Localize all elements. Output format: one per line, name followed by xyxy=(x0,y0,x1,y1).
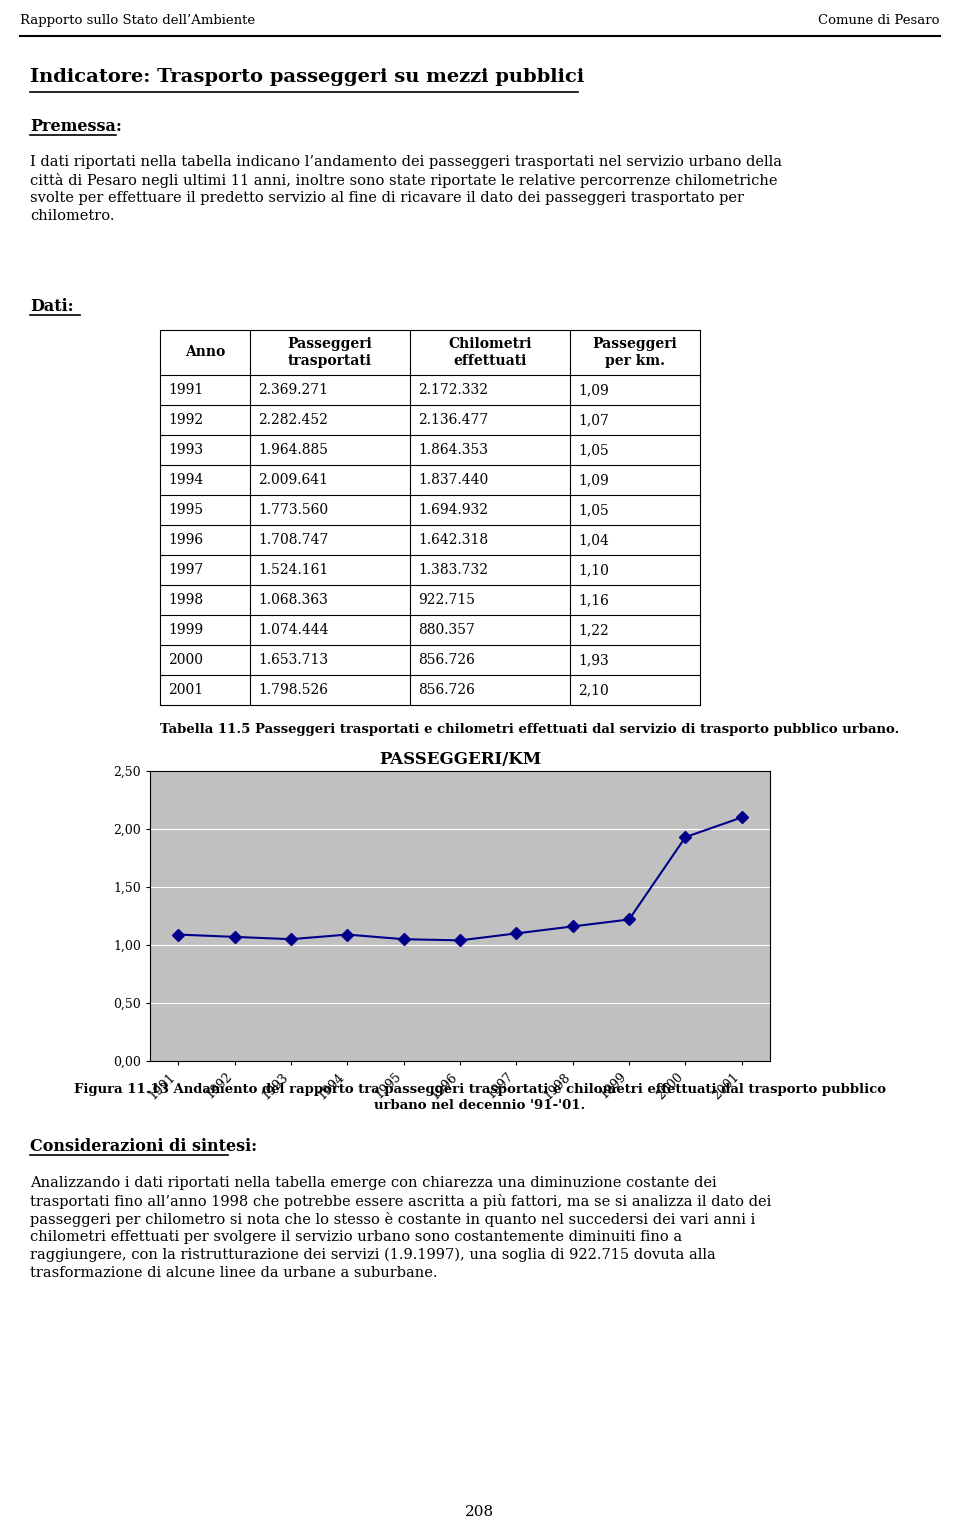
Text: 1,22: 1,22 xyxy=(578,623,609,637)
Text: 1.708.747: 1.708.747 xyxy=(258,533,328,547)
Text: Passeggeri
trasportati: Passeggeri trasportati xyxy=(288,337,372,367)
Text: 1,09: 1,09 xyxy=(578,472,609,488)
Text: Rapporto sullo Stato dell’Ambiente: Rapporto sullo Stato dell’Ambiente xyxy=(20,14,255,27)
Title: PASSEGGERI/KM: PASSEGGERI/KM xyxy=(379,751,541,768)
Text: 1995: 1995 xyxy=(168,503,204,517)
Text: svolte per effettuare il predetto servizio al fine di ricavare il dato dei passe: svolte per effettuare il predetto serviz… xyxy=(30,190,744,206)
Text: 2000: 2000 xyxy=(168,652,203,668)
Text: 1,10: 1,10 xyxy=(578,562,609,578)
Text: 1,04: 1,04 xyxy=(578,533,609,547)
Text: 1.642.318: 1.642.318 xyxy=(418,533,488,547)
Text: 1991: 1991 xyxy=(168,383,204,396)
Text: Figura 11.13 Andamento del rapporto tra passeggeri trasportati e chilometri effe: Figura 11.13 Andamento del rapporto tra … xyxy=(74,1084,886,1096)
Text: 1.074.444: 1.074.444 xyxy=(258,623,328,637)
Text: Analizzando i dati riportati nella tabella emerge con chiarezza una diminuzione : Analizzando i dati riportati nella tabel… xyxy=(30,1177,717,1190)
Text: 1999: 1999 xyxy=(168,623,204,637)
Text: Tabella 11.5 Passeggeri trasportati e chilometri effettuati dal servizio di tras: Tabella 11.5 Passeggeri trasportati e ch… xyxy=(160,722,900,736)
Text: Indicatore: Trasporto passeggeri su mezzi pubblici: Indicatore: Trasporto passeggeri su mezz… xyxy=(30,69,585,85)
Text: 1.653.713: 1.653.713 xyxy=(258,652,328,668)
Text: 1.694.932: 1.694.932 xyxy=(418,503,488,517)
Text: 1,05: 1,05 xyxy=(578,443,609,457)
Text: 1.383.732: 1.383.732 xyxy=(418,562,488,578)
Text: 1.964.885: 1.964.885 xyxy=(258,443,328,457)
Text: Anno: Anno xyxy=(185,346,226,360)
Text: 2.136.477: 2.136.477 xyxy=(418,413,489,427)
Text: trasformazione di alcune linee da urbane a suburbane.: trasformazione di alcune linee da urbane… xyxy=(30,1266,438,1280)
Text: Passeggeri
per km.: Passeggeri per km. xyxy=(592,337,678,367)
Text: 1993: 1993 xyxy=(168,443,204,457)
Text: 1996: 1996 xyxy=(168,533,204,547)
Text: 856.726: 856.726 xyxy=(418,683,475,696)
Text: Comune di Pesaro: Comune di Pesaro xyxy=(819,14,940,27)
Text: 1.773.560: 1.773.560 xyxy=(258,503,328,517)
Text: I dati riportati nella tabella indicano l’andamento dei passeggeri trasportati n: I dati riportati nella tabella indicano … xyxy=(30,155,782,169)
Text: Chilometri
effettuati: Chilometri effettuati xyxy=(448,337,532,367)
Text: 2.009.641: 2.009.641 xyxy=(258,472,328,488)
Text: 2001: 2001 xyxy=(168,683,204,696)
Text: 2.282.452: 2.282.452 xyxy=(258,413,328,427)
Text: 1.524.161: 1.524.161 xyxy=(258,562,328,578)
Text: 1.068.363: 1.068.363 xyxy=(258,593,328,607)
Text: trasportati fino all’anno 1998 che potrebbe essere ascritta a più fattori, ma se: trasportati fino all’anno 1998 che potre… xyxy=(30,1193,772,1209)
Text: città di Pesaro negli ultimi 11 anni, inoltre sono state riportate le relative p: città di Pesaro negli ultimi 11 anni, in… xyxy=(30,174,778,187)
Text: 1997: 1997 xyxy=(168,562,204,578)
Text: urbano nel decennio '91-'01.: urbano nel decennio '91-'01. xyxy=(374,1099,586,1113)
Text: 1.798.526: 1.798.526 xyxy=(258,683,328,696)
Text: 1,07: 1,07 xyxy=(578,413,609,427)
Text: 880.357: 880.357 xyxy=(418,623,475,637)
Text: 1.864.353: 1.864.353 xyxy=(418,443,488,457)
Text: 856.726: 856.726 xyxy=(418,652,475,668)
Text: 1998: 1998 xyxy=(168,593,204,607)
Text: passeggeri per chilometro si nota che lo stesso è costante in quanto nel succede: passeggeri per chilometro si nota che lo… xyxy=(30,1212,756,1227)
Text: 2,10: 2,10 xyxy=(578,683,609,696)
Text: 1994: 1994 xyxy=(168,472,204,488)
Text: 1,93: 1,93 xyxy=(578,652,609,668)
Text: 1.837.440: 1.837.440 xyxy=(418,472,489,488)
Text: raggiungere, con la ristrutturazione dei servizi (1.9.1997), una soglia di 922.7: raggiungere, con la ristrutturazione dei… xyxy=(30,1248,716,1262)
Text: 1,09: 1,09 xyxy=(578,383,609,396)
Text: 922.715: 922.715 xyxy=(418,593,475,607)
Text: 2.369.271: 2.369.271 xyxy=(258,383,328,396)
Text: chilometro.: chilometro. xyxy=(30,209,114,223)
Text: chilometri effettuati per svolgere il servizio urbano sono costantemente diminui: chilometri effettuati per svolgere il se… xyxy=(30,1230,683,1244)
Text: 1992: 1992 xyxy=(168,413,204,427)
Text: 208: 208 xyxy=(466,1506,494,1519)
Text: Considerazioni di sintesi:: Considerazioni di sintesi: xyxy=(30,1138,257,1155)
Text: 1,16: 1,16 xyxy=(578,593,609,607)
Text: 2.172.332: 2.172.332 xyxy=(418,383,488,396)
Text: 1,05: 1,05 xyxy=(578,503,609,517)
Text: Premessa:: Premessa: xyxy=(30,117,122,136)
Text: Dati:: Dati: xyxy=(30,299,74,315)
